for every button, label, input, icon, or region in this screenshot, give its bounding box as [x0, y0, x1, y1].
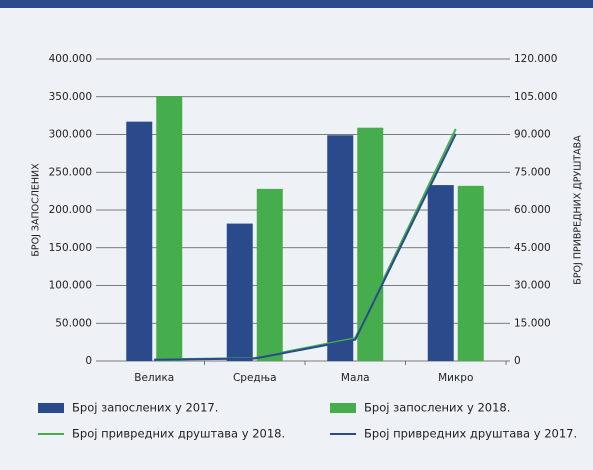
legend-swatch: [330, 403, 356, 413]
legend-label: Број привредних друштава у 2018.: [72, 427, 285, 441]
bar: [357, 127, 384, 361]
line: [154, 133, 457, 361]
bar: [427, 185, 454, 361]
legend-swatch: [38, 403, 64, 413]
x-tick-label: Мала: [341, 372, 370, 384]
y-tick-label: 400.000: [49, 53, 92, 65]
legend-label: Број привредних друштава у 2017.: [364, 427, 577, 441]
y2-tick-label: 60.000: [514, 204, 551, 216]
bar: [256, 188, 283, 361]
y-tick-label: 350.000: [49, 91, 92, 103]
y-tick-label: 0: [85, 355, 92, 367]
bar: [226, 223, 253, 361]
y-tick-label: 100.000: [49, 280, 92, 292]
legend-label: Број запослених у 2017.: [72, 401, 218, 415]
bar: [126, 121, 153, 361]
y2-tick-label: 15.000: [514, 317, 551, 329]
y2-tick-label: 75.000: [514, 166, 551, 178]
x-tick-label: Велика: [134, 372, 174, 384]
y2-tick-label: 45.000: [514, 242, 551, 254]
y2-axis-label: БРОЈ ПРИВРЕДНИХ ДРУШТАВА: [573, 135, 584, 285]
bar: [457, 185, 484, 361]
top-band: [0, 0, 593, 8]
y2-tick-label: 30.000: [514, 280, 551, 292]
legend-label: Број запослених у 2018.: [364, 401, 510, 415]
x-tick-label: Микро: [438, 372, 473, 384]
bar: [156, 95, 183, 362]
x-tick-label: Средња: [233, 372, 277, 384]
y-tick-label: 200.000: [49, 204, 92, 216]
y-tick-label: 250.000: [49, 166, 92, 178]
y2-tick-label: 120.000: [514, 53, 557, 65]
y2-tick-label: 105.000: [514, 91, 557, 103]
y-tick-label: 50.000: [55, 317, 92, 329]
bar: [327, 135, 354, 361]
y2-tick-label: 0: [514, 355, 521, 367]
y-tick-label: 150.000: [49, 242, 92, 254]
y-tick-label: 300.000: [49, 129, 92, 141]
y2-tick-label: 90.000: [514, 129, 551, 141]
y-axis-label: БРОЈ ЗАПОСЛЕНИХ: [31, 163, 42, 257]
